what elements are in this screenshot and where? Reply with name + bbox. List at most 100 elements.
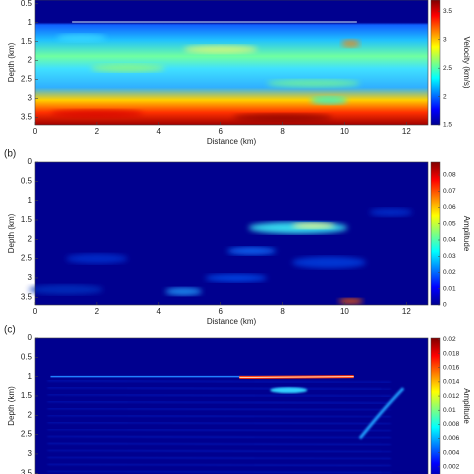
colorbar [430, 161, 441, 306]
heatmap-feature [47, 442, 391, 446]
x-tick-label: 4 [157, 307, 162, 316]
heatmap-feature [183, 45, 258, 54]
colorbar-label: Amplitude [462, 216, 471, 252]
plot-frame [34, 161, 429, 306]
colorbar-tick-label: 0 [443, 302, 447, 309]
colorbar-tick-label: 0.004 [443, 449, 460, 456]
y-tick-label: 1 [28, 372, 33, 381]
heatmap-feature [47, 414, 391, 418]
heatmap [35, 162, 428, 305]
heatmap-feature [47, 379, 391, 384]
y-tick-label: 1 [28, 18, 33, 27]
colorbar [430, 0, 441, 126]
y-tick-label: 2 [28, 410, 33, 419]
colorbar-tick-label: 2 [443, 93, 447, 100]
colorbar-label: Amplitude [462, 388, 471, 424]
y-tick-label: 1.5 [21, 391, 33, 400]
colorbar-tick-label: 3 [443, 36, 447, 43]
heatmap-feature [270, 387, 308, 394]
colorbar-tick-label: 0.05 [443, 220, 456, 227]
heatmap-feature [47, 421, 391, 425]
heatmap-feature [47, 470, 391, 474]
y-tick-label: 1.5 [21, 215, 33, 224]
colorbar-tick-label: 2.5 [443, 65, 452, 72]
panel-label: (b) [4, 149, 16, 160]
x-tick-label: 8 [280, 127, 285, 136]
colorbar-tick-label: 1.5 [443, 122, 452, 129]
heatmap-feature [56, 33, 107, 42]
y-tick-label: 2 [28, 234, 33, 243]
heatmap-feature [338, 298, 364, 305]
panel-label: (c) [4, 325, 16, 336]
x-tick-label: 0 [33, 127, 38, 136]
heatmap-feature [358, 387, 405, 440]
heatmap-feature [291, 222, 336, 229]
colorbar-tick-label: 0.02 [443, 269, 456, 276]
y-axis-label: Depth (km) [7, 213, 16, 253]
heatmap-feature [267, 79, 360, 88]
x-axis-label: Distance (km) [207, 137, 257, 146]
heatmap-feature [47, 435, 391, 439]
y-tick-label: 3 [28, 273, 33, 282]
y-tick-label: 2.5 [21, 254, 33, 263]
colorbar-tick-label: 0.07 [443, 188, 456, 195]
colorbar-tick-label: 3.5 [443, 8, 452, 15]
y-tick-label: 0.5 [21, 0, 33, 8]
x-tick-label: 8 [280, 307, 285, 316]
heatmap-feature [205, 273, 268, 282]
y-tick-label: 0 [28, 333, 33, 342]
heatmap [35, 0, 428, 125]
heatmap-feature [47, 407, 391, 411]
heatmap-feature [65, 253, 128, 264]
heatmap-feature [291, 256, 367, 269]
y-tick-label: 3.5 [21, 468, 33, 474]
heatmap-feature [47, 386, 391, 391]
heatmap-feature [47, 463, 391, 467]
colorbar-tick-label: 0.002 [443, 464, 460, 471]
x-tick-label: 2 [95, 127, 100, 136]
x-axis-label: Distance (km) [207, 317, 257, 326]
colorbar-tick-label: 0.04 [443, 237, 456, 244]
x-tick-label: 4 [157, 127, 162, 136]
y-tick-label: 3 [28, 449, 33, 458]
y-tick-label: 3.5 [21, 292, 33, 301]
heatmap-feature [47, 400, 391, 404]
y-tick-label: 1 [28, 196, 33, 205]
heatmap-feature [90, 64, 165, 73]
heatmap-feature [164, 287, 203, 296]
x-tick-label: 12 [402, 127, 411, 136]
y-tick-label: 2.5 [21, 430, 33, 439]
heatmap [35, 338, 428, 474]
colorbar-tick-label: 0.008 [443, 421, 460, 428]
heatmap-feature [310, 96, 348, 105]
x-tick-label: 6 [218, 127, 223, 136]
heatmap-feature [369, 208, 413, 217]
heatmap-feature [50, 109, 144, 118]
y-axis-label: Depth (km) [7, 386, 16, 426]
heatmap-feature [47, 393, 391, 397]
colorbar-tick-label: 0.01 [443, 285, 456, 292]
heatmap-feature [28, 284, 104, 295]
heatmap-feature [233, 113, 333, 122]
colorbar-tick-label: 0.012 [443, 393, 460, 400]
colorbar-tick-label: 0.08 [443, 172, 456, 179]
y-tick-label: 2.5 [21, 75, 33, 84]
heatmap-feature [47, 428, 391, 432]
y-tick-label: 3.5 [21, 113, 33, 122]
colorbar-tick-label: 0.016 [443, 364, 460, 371]
x-tick-label: 10 [340, 127, 349, 136]
colorbar-tick-label: 0.006 [443, 435, 460, 442]
x-tick-label: 12 [402, 307, 411, 316]
x-tick-label: 2 [95, 307, 100, 316]
panel: (c) 0 0.5 1 1.5 2 2.5 3 3.5 Depth (km) 0.002 0.004 0… [4, 325, 471, 474]
x-tick-label: 0 [33, 307, 38, 316]
heatmap-feature [47, 449, 391, 453]
colorbar-tick-label: 0.01 [443, 407, 456, 414]
colorbar-tick-label: 0.018 [443, 350, 460, 357]
y-tick-label: 2 [28, 56, 33, 65]
heatmap-feature [341, 39, 360, 48]
plot-frame [34, 0, 429, 126]
